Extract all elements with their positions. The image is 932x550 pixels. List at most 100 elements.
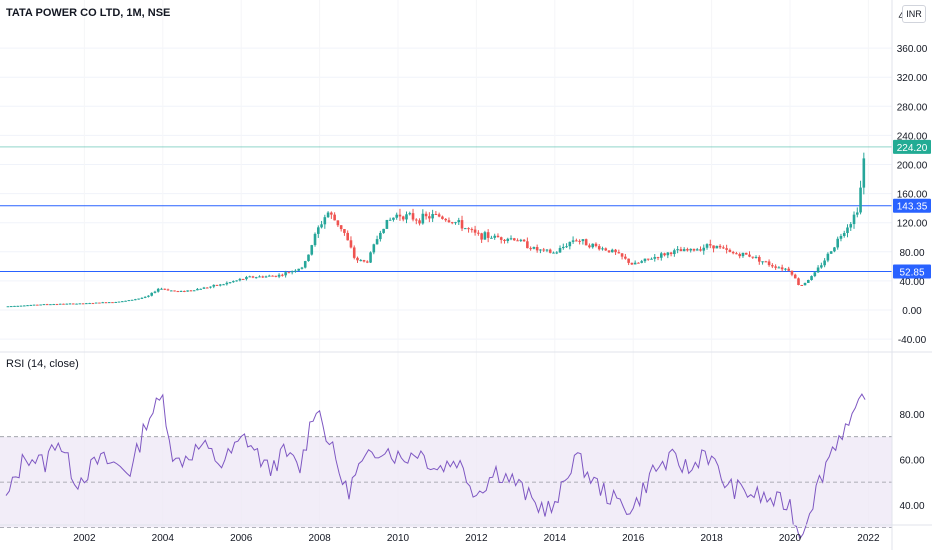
candle-body <box>532 247 536 249</box>
candle-body <box>382 228 385 233</box>
candle-body <box>545 249 549 251</box>
candle-body <box>839 235 843 239</box>
time-axis-tick: 2022 <box>857 533 880 544</box>
candle-body <box>127 300 131 302</box>
candle-body <box>699 249 702 251</box>
candle-body <box>836 238 839 248</box>
candle-body <box>751 256 755 258</box>
candle-body <box>130 299 134 301</box>
candle-body <box>450 222 454 224</box>
candle-body <box>352 247 356 258</box>
candle-body <box>512 238 516 241</box>
candlesticks <box>6 152 866 308</box>
candle-body <box>578 240 581 242</box>
candle-body <box>757 256 761 262</box>
candle-body <box>800 284 804 286</box>
candle-body <box>120 301 124 303</box>
candle-body <box>258 276 261 278</box>
time-axis-tick: 2014 <box>544 533 567 544</box>
time-axis-tick: 2016 <box>622 533 645 544</box>
candle-body <box>568 241 572 247</box>
rsi-axis-tick: 80.00 <box>899 410 924 421</box>
candle-body <box>741 252 745 257</box>
candle-body <box>186 290 189 292</box>
candle-body <box>496 235 500 238</box>
candle-body <box>192 290 196 292</box>
candle-body <box>529 248 532 250</box>
candle-body <box>614 249 617 253</box>
candle-body <box>607 250 611 253</box>
price-axis-tick: 320.00 <box>897 73 928 84</box>
candle-body <box>708 244 712 246</box>
candle-body <box>356 257 359 261</box>
candle-body <box>339 225 343 230</box>
candle-body <box>55 304 59 306</box>
candle-body <box>702 247 706 251</box>
rsi-indicator-label[interactable]: RSI (14, close) <box>6 358 79 370</box>
horizontal-lines[interactable] <box>0 146 892 273</box>
candle-body <box>277 274 281 277</box>
candle-body <box>754 256 758 258</box>
candle-body <box>75 303 78 305</box>
candle-body <box>467 228 470 230</box>
candle-body <box>218 284 222 286</box>
candle-body <box>712 245 715 249</box>
candle-body <box>816 267 820 273</box>
candle-body <box>793 274 797 279</box>
candle-body <box>637 262 640 264</box>
candle-body <box>673 250 676 255</box>
candle-body <box>323 217 327 225</box>
candle-body <box>689 248 692 251</box>
rsi-series <box>5 393 866 540</box>
candle-body <box>548 249 552 253</box>
candle-body <box>748 254 751 257</box>
price-axis-tick: 280.00 <box>897 102 928 113</box>
candle-body <box>575 240 578 242</box>
candle-body <box>431 214 434 219</box>
candle-body <box>346 232 349 241</box>
candle-body <box>454 222 457 224</box>
candle-body <box>829 251 833 254</box>
candle-body <box>39 304 42 306</box>
candle-body <box>333 214 336 221</box>
time-axis-tick: 2006 <box>230 533 253 544</box>
candle-body <box>806 280 810 283</box>
candle-body <box>813 272 817 277</box>
price-labels: 143.35 52.85 224.20 <box>893 139 931 279</box>
candle-body <box>372 244 376 253</box>
candle-body <box>695 249 699 251</box>
candle-body <box>620 253 624 257</box>
candle-body <box>666 252 670 256</box>
candle-body <box>32 304 36 306</box>
candle-body <box>19 305 23 307</box>
candle-body <box>365 261 369 263</box>
candle-body <box>303 261 307 268</box>
candle-body <box>630 262 634 265</box>
candle-body <box>555 252 559 254</box>
candle-body <box>601 248 604 250</box>
currency-badge[interactable]: INR <box>902 5 926 23</box>
price-axis-tick: 40.00 <box>899 277 924 288</box>
candle-body <box>477 232 480 234</box>
candle-body <box>85 303 88 305</box>
candle-body <box>362 260 366 262</box>
candle-body <box>147 295 150 297</box>
candle-body <box>735 253 738 255</box>
price-axis-tick: 160.00 <box>897 190 928 201</box>
candle-body <box>62 303 65 305</box>
price-axis-tick: 200.00 <box>897 161 928 172</box>
candle-body <box>359 260 363 262</box>
candle-body <box>823 260 826 266</box>
candle-body <box>558 248 562 253</box>
time-axis-tick: 2010 <box>387 533 410 544</box>
price-axis-tick: 0.00 <box>902 306 922 317</box>
candle-body <box>591 243 594 248</box>
hline-price-tag <box>893 264 931 279</box>
hline-price-tag <box>893 198 931 213</box>
candle-body <box>624 256 627 259</box>
candle-body <box>254 277 258 279</box>
candle-body <box>715 245 719 249</box>
candle-body <box>604 248 608 251</box>
price-axis-tick: 80.00 <box>899 248 924 259</box>
